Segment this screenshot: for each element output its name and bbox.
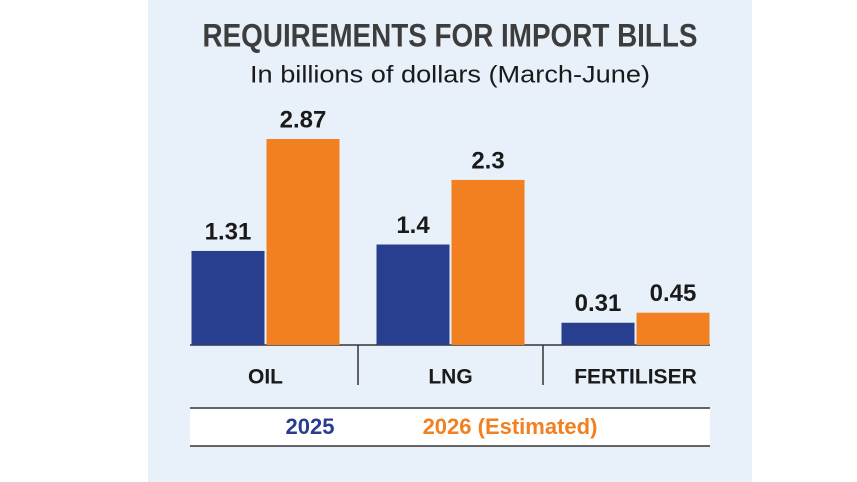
- value-label: 0.31: [575, 290, 622, 317]
- bar: [561, 322, 635, 345]
- bar: [266, 139, 340, 345]
- value-label: 1.4: [396, 212, 430, 239]
- x-tick-label: LNG: [428, 366, 472, 389]
- bar: [451, 179, 525, 345]
- x-tick-label: FERTILISER: [574, 366, 697, 389]
- legend-strip: [190, 408, 710, 446]
- legend-entry: 2026 (Estimated): [423, 414, 598, 439]
- bar: [191, 250, 265, 345]
- value-label: 2.3: [471, 147, 504, 174]
- legend-entry: 2025: [286, 414, 335, 439]
- bar: [636, 312, 710, 345]
- x-tick-label: OIL: [248, 366, 283, 389]
- value-label: 2.87: [280, 106, 327, 133]
- chart-title: REQUIREMENTS FOR IMPORT BILLS: [203, 17, 698, 53]
- panel: [148, 0, 752, 482]
- chart-subtitle: In billions of dollars (March-June): [250, 61, 650, 88]
- value-label: 0.45: [650, 280, 697, 307]
- bar: [376, 244, 450, 345]
- value-label: 1.31: [205, 218, 252, 245]
